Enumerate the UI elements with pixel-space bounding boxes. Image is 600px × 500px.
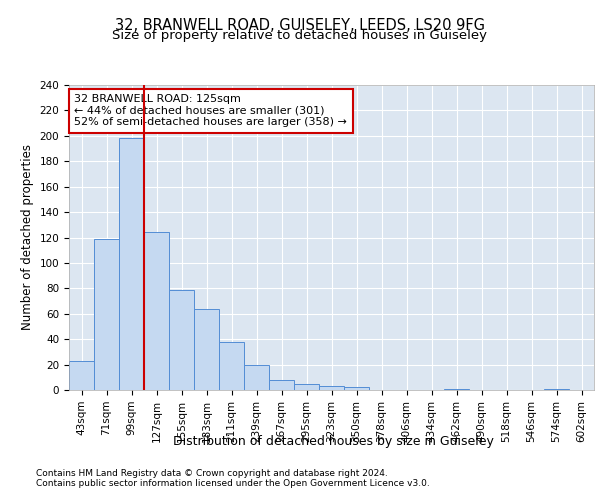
Bar <box>294 384 319 390</box>
Text: 32, BRANWELL ROAD, GUISELEY, LEEDS, LS20 9FG: 32, BRANWELL ROAD, GUISELEY, LEEDS, LS20… <box>115 18 485 32</box>
Bar <box>194 308 219 390</box>
Bar <box>94 239 119 390</box>
Bar <box>269 380 294 390</box>
Bar <box>544 388 569 390</box>
Text: Contains HM Land Registry data © Crown copyright and database right 2024.: Contains HM Land Registry data © Crown c… <box>36 468 388 477</box>
Bar <box>119 138 144 390</box>
Bar <box>169 290 194 390</box>
Text: Distribution of detached houses by size in Guiseley: Distribution of detached houses by size … <box>173 435 493 448</box>
Bar <box>344 388 369 390</box>
Text: Contains public sector information licensed under the Open Government Licence v3: Contains public sector information licen… <box>36 478 430 488</box>
Bar <box>319 386 344 390</box>
Text: Size of property relative to detached houses in Guiseley: Size of property relative to detached ho… <box>113 29 487 42</box>
Bar <box>244 364 269 390</box>
Bar <box>69 361 94 390</box>
Text: 32 BRANWELL ROAD: 125sqm
← 44% of detached houses are smaller (301)
52% of semi-: 32 BRANWELL ROAD: 125sqm ← 44% of detach… <box>74 94 347 128</box>
Bar <box>444 388 469 390</box>
Bar <box>144 232 169 390</box>
Y-axis label: Number of detached properties: Number of detached properties <box>21 144 34 330</box>
Bar <box>219 342 244 390</box>
